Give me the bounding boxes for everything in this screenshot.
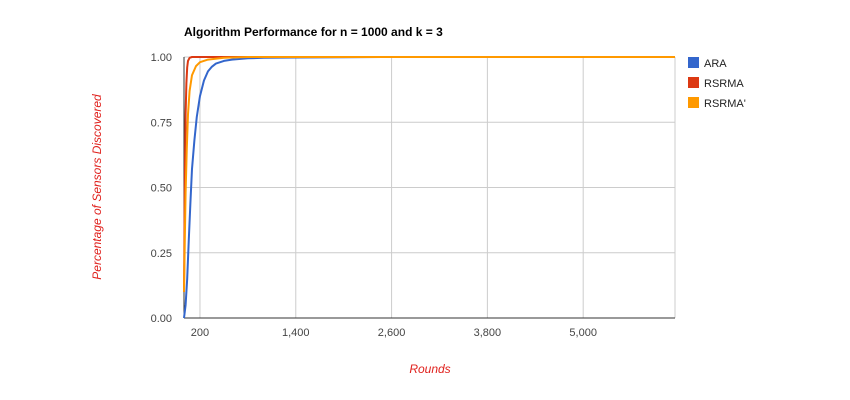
legend-swatch-ara xyxy=(688,57,699,68)
x-tick-label: 200 xyxy=(191,327,209,339)
y-axis-title: Percentage of Sensors Discovered xyxy=(90,94,104,280)
legend-label-rsrma-: RSRMA' xyxy=(704,98,746,110)
y-tick-label: 0.50 xyxy=(151,183,172,195)
x-tick-label: 5,000 xyxy=(569,327,597,339)
legend-label-rsrma: RSRMA xyxy=(704,78,744,90)
y-tick-labels: 0.00 0.25 0.50 0.75 1.00 xyxy=(151,52,172,325)
legend-swatch-rsrma- xyxy=(688,97,699,108)
chart-title: Algorithm Performance for n = 1000 and k… xyxy=(184,25,443,39)
legend: ARA RSRMA RSRMA' xyxy=(688,57,746,110)
grid xyxy=(184,56,676,318)
y-tick-label: 0.75 xyxy=(151,117,172,129)
legend-swatch-rsrma xyxy=(688,77,699,88)
legend-label-ara: ARA xyxy=(704,58,727,70)
x-tick-label: 3,800 xyxy=(474,327,502,339)
x-tick-labels: 200 1,400 2,600 3,800 5,000 xyxy=(191,327,597,339)
series-line-rsrma xyxy=(183,56,675,292)
x-tick-label: 2,600 xyxy=(378,327,406,339)
y-tick-label: 0.25 xyxy=(151,248,172,260)
series-lines xyxy=(183,56,675,319)
x-axis-title: Rounds xyxy=(409,362,450,376)
y-tick-label: 0.00 xyxy=(151,313,172,325)
y-tick-label: 1.00 xyxy=(151,52,172,64)
series-line-rsrma- xyxy=(183,56,675,292)
x-tick-label: 1,400 xyxy=(282,327,310,339)
